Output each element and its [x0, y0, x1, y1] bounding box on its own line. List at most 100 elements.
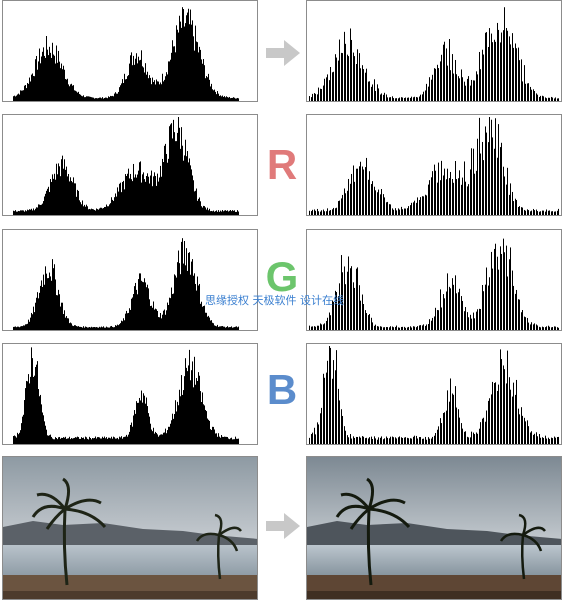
- histogram-bar: [28, 210, 29, 215]
- histogram-bar: [148, 288, 149, 330]
- histogram-bar: [360, 68, 361, 101]
- histogram-bar: [110, 95, 111, 101]
- histogram-bar: [68, 318, 69, 330]
- histogram-bar: [456, 74, 457, 101]
- histogram-bar: [533, 89, 534, 101]
- histogram-bar: [500, 246, 501, 330]
- histogram-bar: [414, 435, 415, 444]
- histogram-bar: [386, 202, 387, 215]
- histogram-bar: [363, 169, 364, 215]
- histogram-bar: [225, 436, 226, 444]
- histogram-bar: [407, 437, 408, 444]
- histogram-bar: [19, 432, 20, 444]
- histogram-bar: [500, 349, 501, 444]
- histogram-bar: [549, 326, 550, 330]
- histogram-bar: [366, 313, 367, 330]
- histogram-bar: [66, 79, 67, 101]
- histogram-bar: [218, 433, 219, 444]
- histogram-bar: [209, 208, 210, 215]
- histogram-bar: [498, 29, 499, 101]
- histogram-bar: [146, 287, 147, 330]
- histogram-bar: [471, 79, 472, 101]
- watermark-text: 思缘授权 天极软件 设计在线: [205, 294, 344, 307]
- histogram-bar: [98, 327, 99, 330]
- histogram-bar: [495, 118, 496, 215]
- histogram-bar: [434, 164, 435, 215]
- histogram-bar: [58, 163, 59, 215]
- histogram-bar: [488, 142, 489, 215]
- histogram-bar: [14, 211, 15, 215]
- histogram-bar: [153, 81, 154, 101]
- histogram-bar: [236, 326, 237, 330]
- histogram-bar: [80, 326, 81, 330]
- histogram-bar: [375, 324, 376, 330]
- histogram-bar: [94, 209, 95, 215]
- histogram-bar: [171, 123, 172, 215]
- histogram-bar: [356, 436, 357, 444]
- histogram-bar: [336, 292, 337, 330]
- histogram-bar: [27, 381, 28, 444]
- histogram-bar: [404, 208, 405, 215]
- histogram-bar: [233, 210, 234, 215]
- histogram-bar: [444, 168, 445, 215]
- histogram-bar: [348, 437, 349, 444]
- histogram-bar: [196, 41, 197, 101]
- histogram-bar: [467, 186, 468, 215]
- histogram-bar: [43, 415, 44, 444]
- histogram-bar: [156, 185, 157, 215]
- histogram-bar: [465, 181, 466, 215]
- histogram-bar: [148, 78, 149, 101]
- histogram-bar: [74, 325, 75, 330]
- histogram-bar: [200, 391, 201, 444]
- histogram-bar: [366, 157, 367, 215]
- histogram-bar: [211, 210, 212, 215]
- histogram-bar: [188, 162, 189, 215]
- histogram-bar: [125, 79, 126, 101]
- histogram-bar: [512, 191, 513, 215]
- histogram-bar: [168, 426, 169, 444]
- histogram-bar: [524, 65, 525, 101]
- histogram-bar: [217, 436, 218, 444]
- histogram-bar: [309, 437, 310, 444]
- histogram-bar: [317, 422, 318, 444]
- histogram-bar: [29, 321, 30, 330]
- histogram-bar: [386, 436, 387, 444]
- beach-palm-photo-before: [3, 457, 257, 599]
- histogram-bar: [341, 255, 342, 330]
- histogram-bar: [393, 98, 394, 101]
- histogram-bar: [468, 437, 469, 444]
- histogram-bar: [534, 210, 535, 215]
- histogram-bar: [321, 407, 322, 444]
- histogram-bar: [336, 207, 337, 215]
- histogram-bar: [518, 408, 519, 444]
- histogram-bar: [97, 209, 98, 215]
- histogram-bar: [419, 325, 420, 330]
- histogram-bar: [107, 438, 108, 444]
- histogram-bar: [144, 179, 145, 215]
- histogram-bar: [459, 170, 460, 215]
- histogram-bar: [476, 432, 477, 444]
- histogram-bar: [558, 98, 559, 101]
- histogram-bar: [548, 97, 549, 101]
- histogram-bar: [49, 46, 50, 101]
- histogram-bar: [435, 170, 436, 215]
- histogram-bar: [90, 327, 91, 330]
- histogram-bar: [114, 327, 115, 330]
- histogram-bar: [443, 294, 444, 330]
- histogram-bar: [122, 438, 123, 444]
- histogram-bar: [137, 294, 138, 330]
- histogram-bar: [187, 270, 188, 330]
- histogram-bar: [332, 209, 333, 215]
- histogram-bar: [48, 55, 49, 101]
- histogram-bar: [130, 309, 131, 330]
- histogram-bar: [224, 436, 225, 444]
- histogram-bar: [167, 302, 168, 330]
- histogram-bar: [221, 96, 222, 101]
- histogram-bar: [351, 39, 352, 101]
- histogram-bar: [399, 97, 400, 101]
- histogram-bar: [390, 436, 391, 444]
- palm-tree-large: [31, 477, 107, 586]
- histogram-bar: [162, 314, 163, 330]
- histogram-bar: [29, 383, 30, 444]
- histogram-bar: [180, 21, 181, 101]
